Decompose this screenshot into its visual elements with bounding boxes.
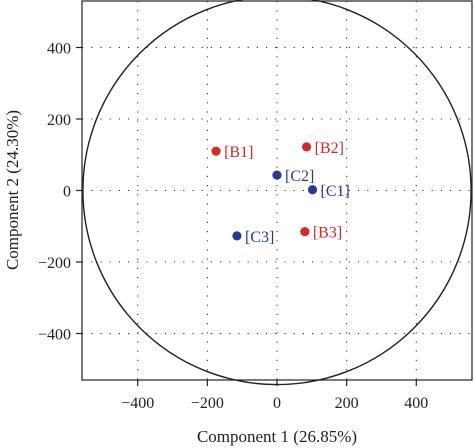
point-label-b2: [B2] [315,140,344,157]
y-tick-label: 0 [63,184,71,201]
point-label-c3: [C3] [245,229,274,246]
y-axis: −400 −200 0 200 400 [38,40,82,344]
data-point-c1 [307,185,318,195]
x-tick-label: −200 [191,395,224,412]
point-label-c1: [C1] [321,183,350,200]
point-label-c2: [C2] [285,168,314,185]
x-axis: −400 −200 0 200 400 [121,380,428,412]
data-point-b3 [300,227,310,237]
y-tick-label: −200 [38,255,71,272]
y-tick-label: 400 [47,40,71,57]
y-axis-title: Component 2 (24.30%) [3,110,22,270]
data-point-c2 [272,170,282,180]
point-label-b3: [B3] [313,225,342,242]
y-tick-label: −400 [38,327,71,344]
x-tick-label: 400 [404,395,428,412]
points-layer: [B1] [B2] [B3] [C1] [C2] [C3] [211,140,350,246]
x-tick-label: −400 [121,395,154,412]
correlation-circle [82,0,472,386]
data-point-b2 [301,142,312,152]
point-label-b1: [B1] [224,144,253,161]
data-point-b1 [211,146,221,156]
y-tick-label: 200 [47,112,71,129]
data-point-c3 [232,231,242,241]
x-tick-label: 200 [335,395,359,412]
x-axis-title: Component 1 (26.85%) [197,427,357,446]
grid-layer [82,1,472,380]
x-tick-label: 0 [273,395,281,412]
